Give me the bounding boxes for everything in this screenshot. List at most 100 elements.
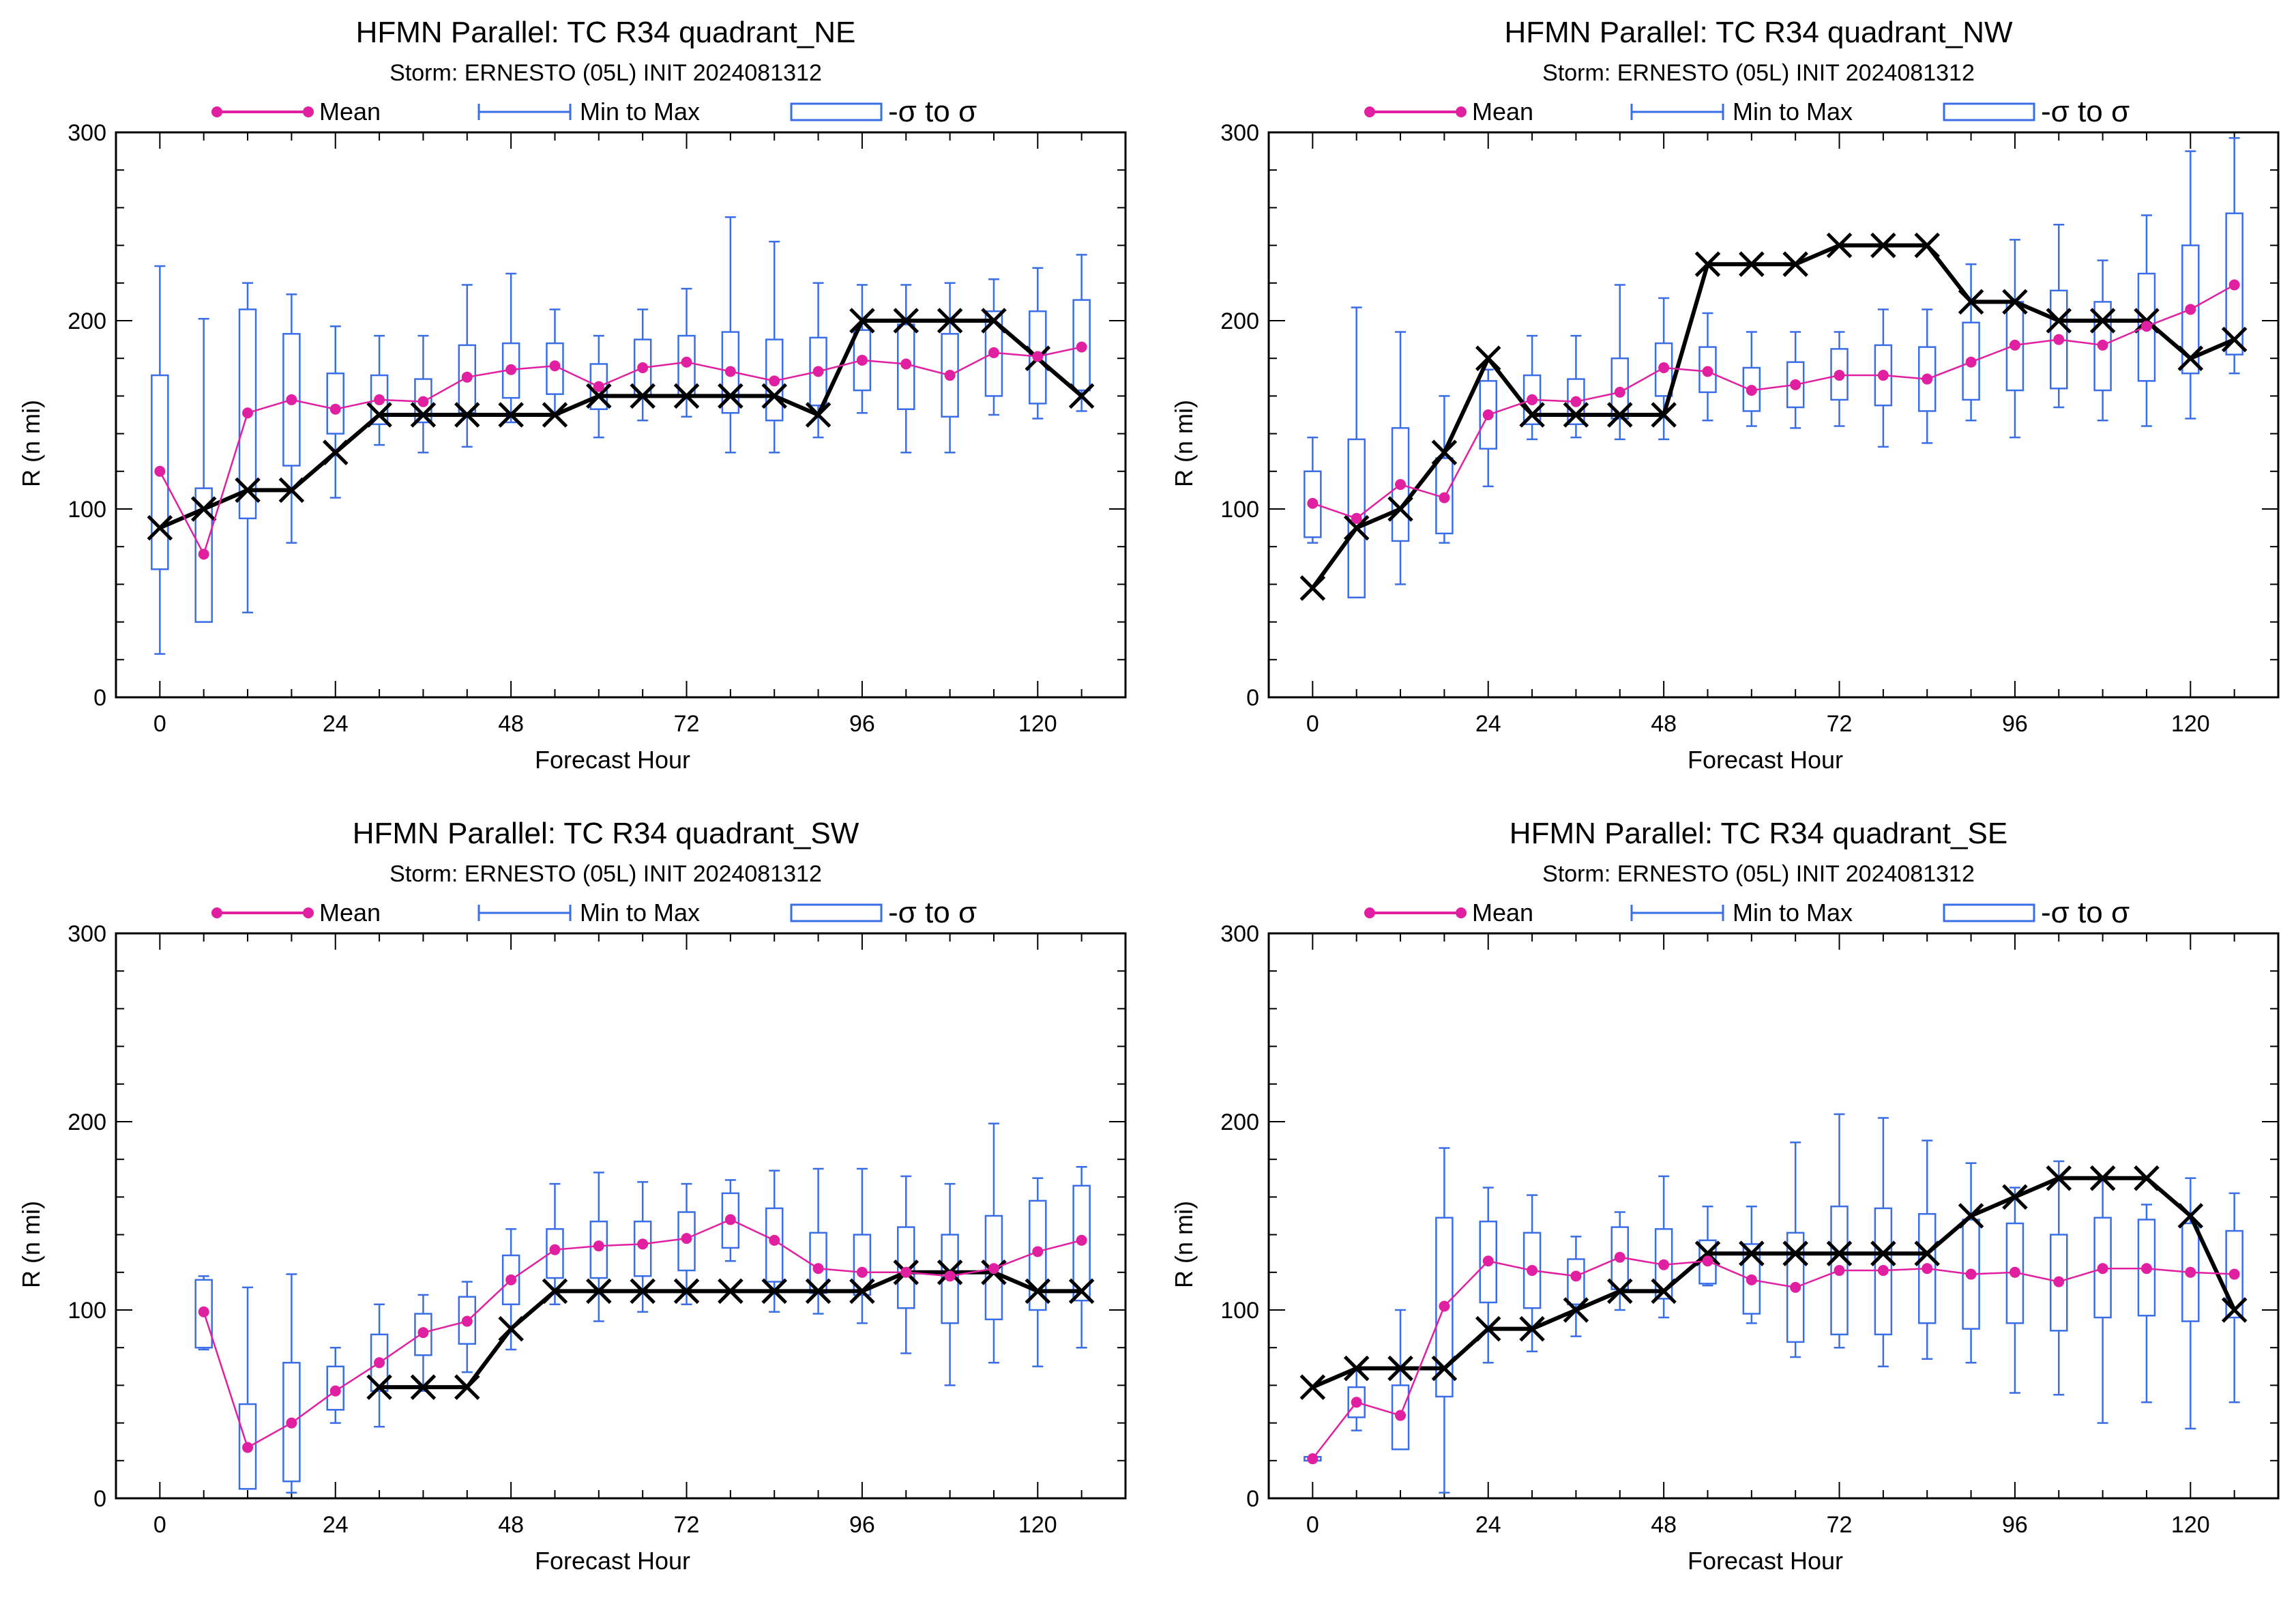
x-tick-label: 72 — [1827, 711, 1853, 737]
mean-point — [1570, 1270, 1582, 1282]
actual-marker — [1870, 232, 1896, 259]
actual-marker — [1914, 232, 1940, 259]
mean-point — [681, 356, 692, 368]
actual-marker-stroke — [1651, 402, 1677, 428]
actual-marker-stroke — [235, 477, 261, 504]
mean-point — [1307, 1453, 1319, 1465]
actual-marker — [1068, 1278, 1095, 1305]
legend-sigma-label: -σ to σ — [888, 95, 977, 128]
x-tick-label: 48 — [498, 711, 524, 737]
actual-marker — [718, 383, 744, 409]
mean-point — [2185, 1266, 2196, 1278]
mean-point — [198, 1306, 209, 1317]
mean-point — [2097, 1263, 2108, 1275]
chart-panel-nw: HFMN Parallel: TC R34 quadrant_NW Storm:… — [1148, 0, 2296, 801]
mean-point — [1439, 492, 1450, 504]
legend-sigma-label: -σ to σ — [888, 896, 977, 929]
actual-marker-stroke — [1607, 402, 1633, 428]
actual-marker — [1607, 1278, 1633, 1305]
actual-marker-stroke — [1826, 1240, 1853, 1266]
actual-marker — [1782, 251, 1808, 277]
y-tick-label: 200 — [68, 1109, 106, 1135]
actual-line — [159, 319, 1083, 530]
mean-point — [1834, 370, 1845, 381]
mean-point — [549, 1244, 561, 1255]
x-tick-label: 96 — [2002, 711, 2028, 737]
legend-minmax-label: Min to Max — [1733, 98, 1853, 126]
plot-frame — [1267, 932, 2280, 1500]
legend-minmax-label: Min to Max — [580, 899, 700, 927]
actual-marker — [2046, 308, 2072, 334]
mean-point — [593, 381, 604, 392]
mean-point — [329, 1385, 341, 1397]
x-tick-label: 120 — [2171, 711, 2210, 737]
actual-marker — [410, 1374, 437, 1400]
mean-point — [637, 362, 649, 373]
mean-point — [2228, 1268, 2240, 1280]
actual-marker — [2134, 1165, 2160, 1191]
actual-marker — [2002, 1184, 2028, 1210]
chart-panel-ne: HFMN Parallel: TC R34 quadrant_NE Storm:… — [0, 0, 1148, 801]
actual-marker — [2002, 289, 2028, 315]
actual-marker-stroke — [454, 1374, 480, 1400]
actual-marker-stroke — [2177, 1203, 2204, 1229]
mean-point — [2053, 1276, 2065, 1287]
actual-marker — [630, 383, 656, 409]
x-tick-label: 48 — [1651, 711, 1677, 737]
mean-point — [1395, 1410, 1407, 1421]
mean-point — [198, 549, 209, 560]
mean-point — [988, 1263, 999, 1275]
x-tick-label: 96 — [2002, 1512, 2028, 1538]
mean-point — [286, 1417, 297, 1429]
x-axis-label: Forecast Hour — [535, 746, 690, 774]
actual-marker-stroke — [2177, 345, 2204, 371]
chart-title: HFMN Parallel: TC R34 quadrant_SW — [353, 817, 859, 850]
y-axis-label: R (n mi) — [17, 1201, 45, 1288]
mean-point — [1527, 394, 1538, 405]
actual-marker — [1826, 1240, 1853, 1266]
actual-marker — [1826, 232, 1853, 259]
actual-marker — [981, 308, 1007, 334]
mean-point — [900, 358, 912, 370]
mean-point — [1922, 373, 1933, 385]
mean-point — [2053, 334, 2065, 345]
mean-point — [988, 347, 999, 358]
actual-marker-stroke — [1519, 402, 1545, 428]
legend-sigma-box — [790, 903, 883, 922]
mean-point — [374, 1357, 385, 1369]
legend-sigma-box — [1943, 102, 2035, 121]
mean-point — [1482, 409, 1494, 420]
legend: Mean Min to Max -σ to σ — [1364, 896, 2130, 929]
actual-marker — [1343, 1355, 1370, 1382]
chart-panel-se: HFMN Parallel: TC R34 quadrant_SE Storm:… — [1148, 801, 2296, 1602]
actual-marker — [2046, 1165, 2072, 1191]
x-tick-label: 24 — [323, 711, 349, 737]
actual-marker-stroke — [761, 383, 787, 409]
mean-point — [856, 354, 868, 366]
actual-marker — [1519, 1315, 1545, 1342]
sigma-box — [326, 373, 344, 435]
legend-sigma-box — [790, 102, 883, 121]
chart-title: HFMN Parallel: TC R34 quadrant_NW — [1505, 16, 2013, 49]
mean-point — [1790, 379, 1801, 390]
mean-point — [724, 1214, 736, 1225]
actual-marker-stroke — [1475, 345, 1501, 371]
mean-point — [329, 403, 341, 415]
actual-marker — [2089, 308, 2116, 334]
actual-marker-stroke — [1299, 1374, 1326, 1400]
actual-marker-stroke — [849, 1278, 875, 1305]
chart-svg-se: HFMN Parallel: TC R34 quadrant_SE Storm:… — [1170, 817, 2280, 1575]
y-tick-label: 100 — [68, 497, 106, 523]
mean-point — [1702, 1255, 1713, 1267]
actual-marker — [718, 1278, 744, 1305]
chart-subtitle: Storm: ERNESTO (05L) INIT 2024081312 — [389, 861, 822, 887]
x-tick-label: 48 — [1651, 1512, 1677, 1538]
x-tick-label: 72 — [1827, 1512, 1853, 1538]
actual-marker-stroke — [2089, 1165, 2116, 1191]
actual-marker-stroke — [2134, 308, 2160, 334]
actual-marker — [673, 383, 700, 409]
actual-marker — [542, 1278, 568, 1305]
mean-point — [286, 394, 297, 405]
actual-marker-stroke — [542, 402, 568, 428]
sigma-box — [633, 1221, 652, 1277]
